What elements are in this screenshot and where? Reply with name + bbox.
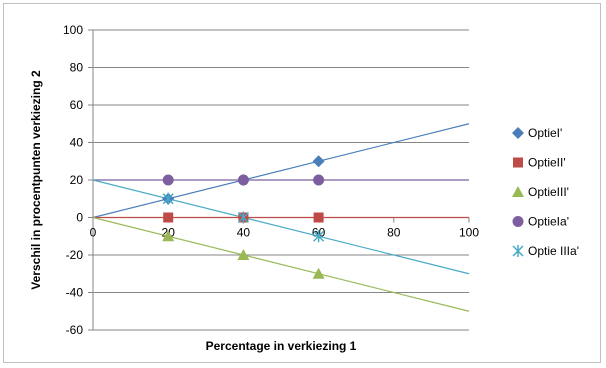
data-point-series-5 [162,192,174,205]
x-tick-label: 80 [387,226,401,240]
y-tick-label: -60 [66,323,84,337]
x-tick-label: 100 [459,226,479,240]
trendline-series-3 [92,216,470,312]
y-tick-label: 20 [70,173,84,187]
data-point-series-2 [163,212,174,223]
legend-label-series-4: OptieIa' [528,215,569,229]
data-point-series-4 [162,174,174,186]
data-point-series-3 [237,249,250,260]
legend-marker-series-1 [512,127,524,139]
y-tick-label: 60 [70,98,84,112]
legend-label-series-1: OptieI' [528,126,562,140]
data-point-series-4 [237,174,249,186]
y-tick-label: 80 [70,61,84,75]
trendline-series-1 [92,123,470,219]
data-point-series-5 [313,230,325,243]
y-tick-label: 0 [76,211,83,225]
data-point-series-3 [312,267,325,279]
y-tick-label: -40 [66,286,84,300]
data-point-series-2 [313,212,324,223]
data-point-series-1 [312,155,325,168]
legend-label-series-3: OptieIII' [528,185,569,199]
data-point-series-5 [237,211,249,224]
legend-label-series-5: Optie IIIa' [528,244,579,258]
y-axis-title: Verschil in procentpunten verkiezing 2 [29,70,43,290]
data-point-series-4 [313,174,325,186]
y-tick-label: -20 [66,248,84,262]
legend-marker-series-3 [512,186,524,197]
x-tick-label: 0 [90,226,97,240]
legend-marker-series-5 [512,245,524,257]
trendline-series-5 [92,179,470,275]
x-tick-label: 40 [237,226,251,240]
y-tick-label: 100 [63,23,83,37]
data-point-series-3 [162,230,175,242]
legend-marker-series-2 [513,157,523,168]
legend-label-series-2: OptieII' [528,156,566,170]
x-axis-title: Percentage in verkiezing 1 [206,339,357,353]
legend-marker-series-4 [512,216,524,227]
y-tick-label: 40 [70,136,84,150]
